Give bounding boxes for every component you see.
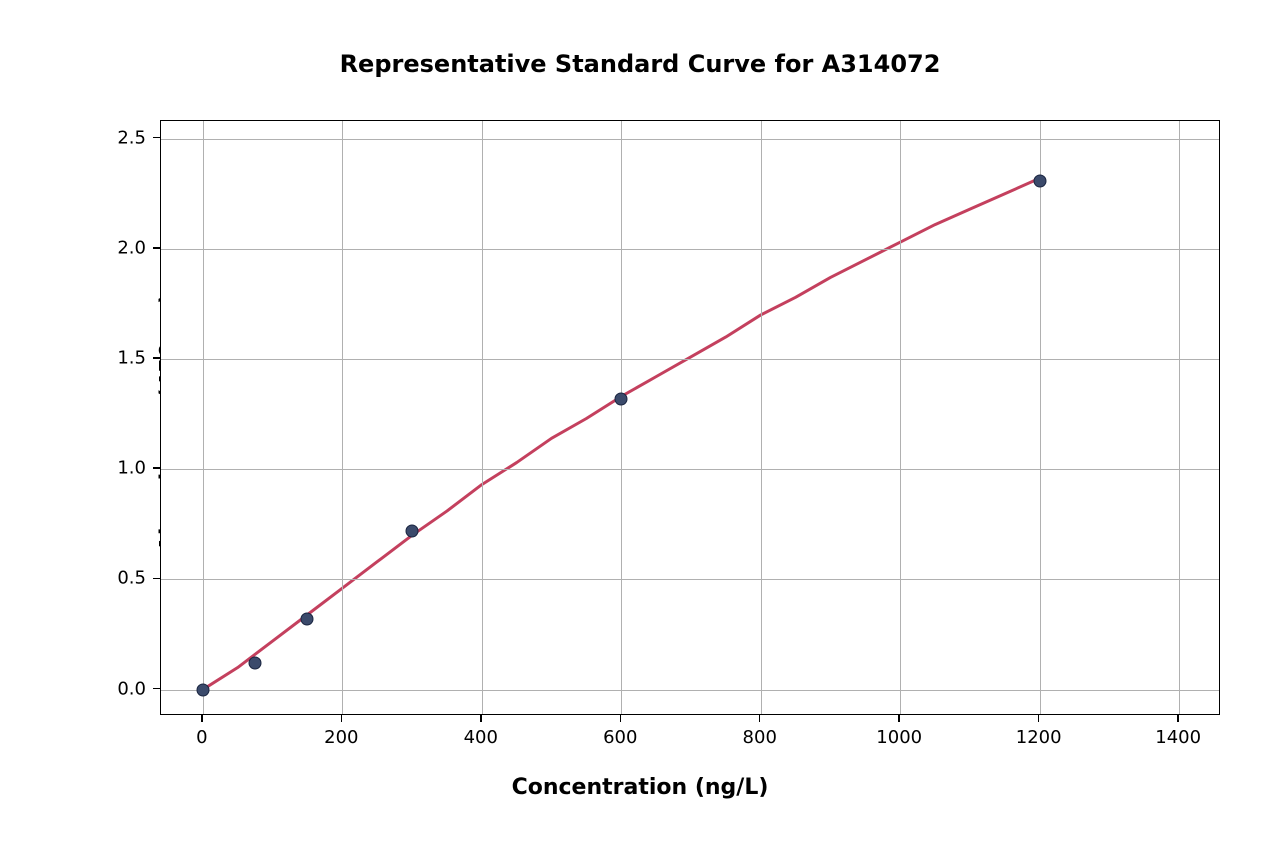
gridline-horizontal <box>161 139 1219 140</box>
data-point <box>406 524 419 537</box>
gridline-vertical <box>621 121 622 714</box>
y-tick-label: 2.5 <box>117 127 146 148</box>
data-point <box>249 657 262 670</box>
plot-area <box>160 120 1220 715</box>
y-tick-mark <box>153 578 160 580</box>
x-tick-mark <box>1177 715 1179 722</box>
x-tick-label: 400 <box>464 727 498 748</box>
data-point <box>615 392 628 405</box>
y-tick-label: 1.0 <box>117 458 146 479</box>
gridline-vertical <box>342 121 343 714</box>
gridline-vertical <box>482 121 483 714</box>
x-tick-mark <box>480 715 482 722</box>
gridline-vertical <box>1179 121 1180 714</box>
gridline-horizontal <box>161 579 1219 580</box>
y-tick-mark <box>153 247 160 249</box>
x-tick-mark <box>201 715 203 722</box>
data-point <box>196 683 209 696</box>
x-tick-label: 0 <box>196 727 207 748</box>
x-tick-label: 800 <box>743 727 777 748</box>
gridline-horizontal <box>161 359 1219 360</box>
gridline-vertical <box>900 121 901 714</box>
x-tick-mark <box>620 715 622 722</box>
x-tick-label: 1000 <box>876 727 922 748</box>
gridline-vertical <box>761 121 762 714</box>
y-tick-label: 2.0 <box>117 237 146 258</box>
y-tick-label: 0.0 <box>117 678 146 699</box>
chart-container: Representative Standard Curve for A31407… <box>0 0 1280 845</box>
y-tick-mark <box>153 688 160 690</box>
x-axis-label: Concentration (ng/L) <box>512 775 769 800</box>
y-tick-mark <box>153 467 160 469</box>
data-point <box>1033 174 1046 187</box>
gridline-horizontal <box>161 469 1219 470</box>
fitted-curve <box>161 121 1221 716</box>
y-tick-mark <box>153 137 160 139</box>
y-tick-mark <box>153 357 160 359</box>
chart-title: Representative Standard Curve for A31407… <box>340 50 941 78</box>
x-tick-mark <box>759 715 761 722</box>
x-tick-label: 1200 <box>1016 727 1062 748</box>
gridline-horizontal <box>161 690 1219 691</box>
x-tick-mark <box>898 715 900 722</box>
x-tick-label: 200 <box>324 727 358 748</box>
x-tick-mark <box>1038 715 1040 722</box>
data-point <box>301 613 314 626</box>
x-tick-label: 600 <box>603 727 637 748</box>
gridline-horizontal <box>161 249 1219 250</box>
gridline-vertical <box>203 121 204 714</box>
y-tick-label: 1.5 <box>117 348 146 369</box>
x-tick-label: 1400 <box>1155 727 1201 748</box>
x-tick-mark <box>341 715 343 722</box>
y-tick-label: 0.5 <box>117 568 146 589</box>
gridline-vertical <box>1040 121 1041 714</box>
